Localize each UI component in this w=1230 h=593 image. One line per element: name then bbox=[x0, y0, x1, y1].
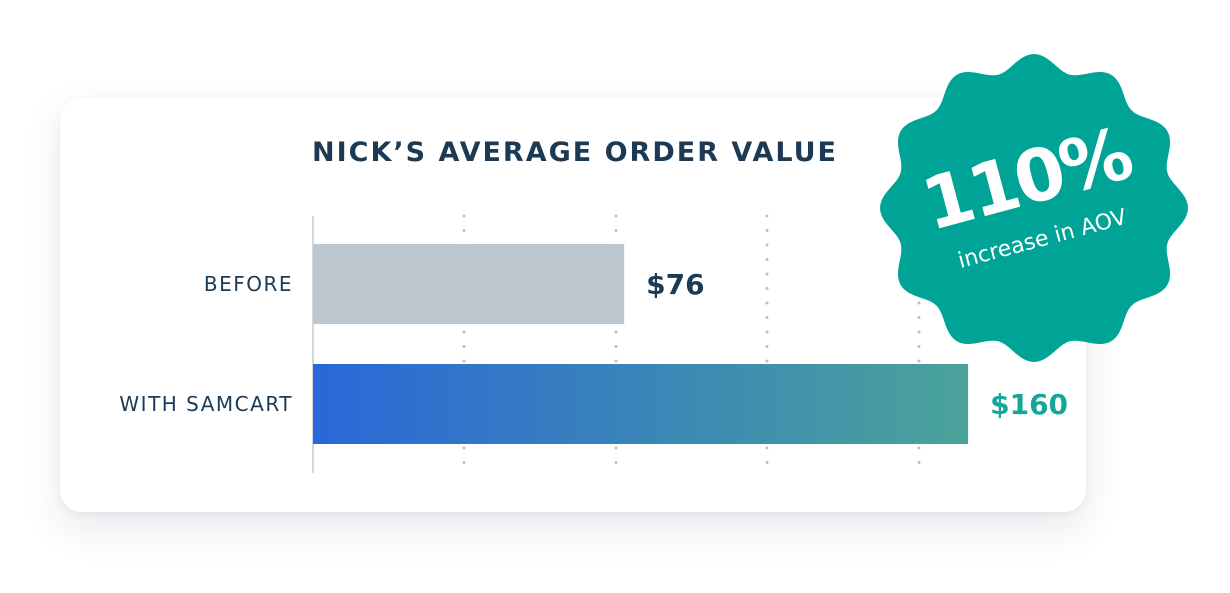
category-label-before: BEFORE bbox=[204, 272, 293, 296]
chart-title: NICK’S AVERAGE ORDER VALUE bbox=[312, 137, 838, 168]
value-label-with-samcart: $160 bbox=[990, 388, 1068, 421]
increase-badge: 110% increase in AOV bbox=[876, 50, 1192, 366]
seal-shape bbox=[880, 54, 1188, 362]
bar-before bbox=[313, 244, 625, 324]
seal-path bbox=[880, 54, 1188, 362]
value-label-before: $76 bbox=[646, 268, 704, 301]
bar-with-samcart bbox=[313, 364, 969, 444]
category-label-with-samcart: WITH SAMCART bbox=[119, 392, 293, 416]
bars: BEFORE $76 WITH SAMCART $160 bbox=[119, 244, 1068, 444]
